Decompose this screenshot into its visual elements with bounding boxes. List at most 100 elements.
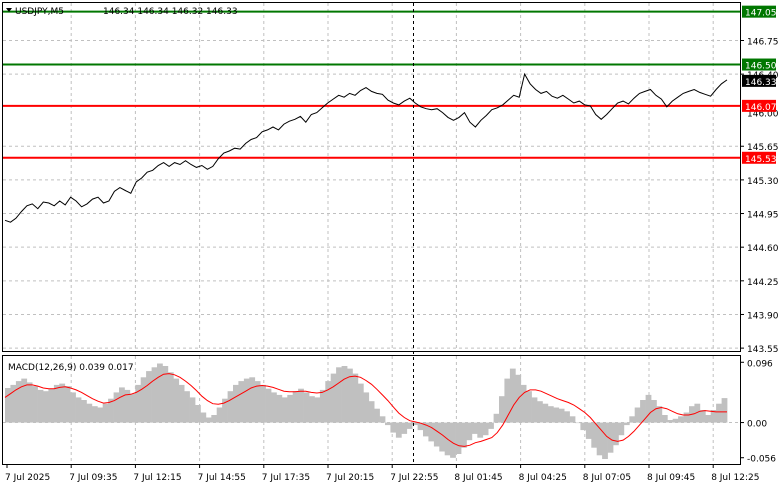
macd-bar xyxy=(102,403,109,423)
macd-tick-label: -0.056 xyxy=(747,455,776,465)
macd-bar xyxy=(439,422,446,452)
macd-bar xyxy=(613,422,619,446)
macd-bar xyxy=(645,394,652,423)
macd-bar xyxy=(37,389,44,423)
macd-bar xyxy=(699,410,706,423)
macd-bar xyxy=(48,388,55,423)
macd-bar xyxy=(542,403,549,423)
macd-bar xyxy=(455,422,462,454)
macd-axis: 0.096 0.00 -0.056 xyxy=(740,359,776,465)
ohlc-values: 146.34 146.34 146.32 146.33 xyxy=(103,7,238,17)
macd-bar xyxy=(135,384,142,423)
macd-bar xyxy=(363,392,370,423)
macd-bar xyxy=(385,422,391,426)
macd-signal-layer xyxy=(4,373,727,447)
time-tick-label: 7 Jul 14:55 xyxy=(198,473,246,483)
macd-bar xyxy=(64,386,71,423)
macd-bar xyxy=(336,367,342,423)
price-tick-label: 145.65 xyxy=(747,143,779,153)
price-tick-label: 144.60 xyxy=(747,244,779,254)
macd-bar xyxy=(710,410,717,423)
macd-bar xyxy=(716,403,722,423)
macd-bar xyxy=(233,384,239,423)
macd-bar xyxy=(428,422,435,442)
macd-bar xyxy=(59,383,66,423)
macd-bar xyxy=(129,393,136,423)
macd-signal-line xyxy=(4,373,727,447)
macd-bar xyxy=(526,391,532,423)
macd-bar xyxy=(113,392,120,423)
macd-bar xyxy=(466,422,473,441)
macd-bar xyxy=(412,422,418,426)
macd-bar xyxy=(482,422,489,436)
macd-bar xyxy=(477,422,484,438)
macd-bar xyxy=(5,388,11,423)
price-axis: 146.75146.40145.65145.30144.95144.60144.… xyxy=(740,5,779,355)
macd-bar xyxy=(200,412,207,423)
macd-bar xyxy=(352,373,359,423)
macd-bar xyxy=(276,394,283,423)
time-tick-label: 8 Jul 09:45 xyxy=(647,473,695,483)
macd-bar xyxy=(678,416,684,423)
macd-bar xyxy=(661,415,668,423)
macd-bar xyxy=(672,418,679,423)
macd-panel-frame xyxy=(2,355,741,465)
macd-bar xyxy=(281,397,288,423)
resistance-level-tag xyxy=(742,5,776,18)
macd-bar xyxy=(314,397,321,423)
macd-bar xyxy=(450,422,456,458)
macd-bar xyxy=(309,396,315,423)
macd-bar xyxy=(222,398,228,423)
macd-bar xyxy=(195,405,201,423)
macd-bar xyxy=(319,389,326,423)
macd-bar xyxy=(607,422,614,453)
collapse-triangle-icon[interactable] xyxy=(6,8,12,12)
macd-bar xyxy=(227,391,234,423)
main-panel-frame xyxy=(2,2,741,352)
macd-bar xyxy=(189,397,196,423)
macd-bar xyxy=(330,373,337,423)
macd-bar xyxy=(471,422,478,434)
resistance-level-label: 146.50 xyxy=(745,62,777,72)
time-tick-label: 7 Jul 22:55 xyxy=(390,473,438,483)
macd-bar xyxy=(287,394,294,423)
time-tick-label: 7 Jul 17:35 xyxy=(262,473,310,483)
macd-bar xyxy=(238,381,245,423)
macd-bar xyxy=(433,422,440,447)
macd-bar xyxy=(656,406,663,423)
macd-bar xyxy=(591,422,598,448)
time-tick-label: 8 Jul 01:45 xyxy=(454,473,502,483)
macd-bar xyxy=(705,415,712,423)
macd-bar xyxy=(580,422,587,431)
macd-bar xyxy=(43,391,49,423)
macd-bar xyxy=(249,377,256,423)
support-level-tag xyxy=(742,99,776,112)
macd-bar xyxy=(243,378,250,423)
macd-bar xyxy=(379,416,386,423)
macd-bar xyxy=(26,382,33,423)
current-price-tag xyxy=(742,74,776,87)
macd-bar xyxy=(260,384,266,423)
price-layer xyxy=(4,72,728,223)
price-tick-label: 143.90 xyxy=(747,311,779,321)
price-tick-label: 146.75 xyxy=(747,37,779,47)
resistance-level-label: 147.05 xyxy=(745,9,777,19)
macd-bar xyxy=(151,367,158,423)
macd-bar xyxy=(108,398,114,423)
macd-bar xyxy=(585,422,592,439)
macd-bar xyxy=(461,422,467,448)
macd-label: MACD(12,26,9) 0.039 0.017 xyxy=(8,363,134,373)
macd-bar xyxy=(640,400,646,423)
macd-bar xyxy=(265,388,272,423)
macd-bar xyxy=(683,412,690,423)
macd-bar xyxy=(157,363,163,423)
macd-bar xyxy=(162,366,169,423)
time-tick-label: 8 Jul 12:25 xyxy=(711,473,759,483)
price-tick-label: 146.00 xyxy=(747,110,779,120)
price-tick-label: 143.55 xyxy=(747,345,779,355)
macd-histogram xyxy=(5,363,728,459)
macd-bar xyxy=(623,422,630,426)
macd-bar xyxy=(569,416,576,423)
